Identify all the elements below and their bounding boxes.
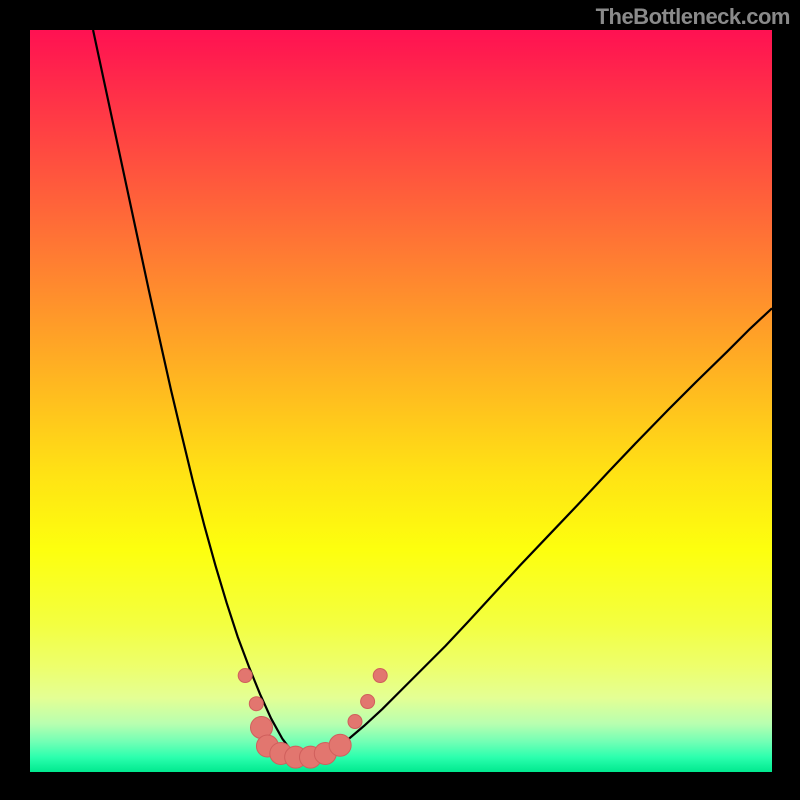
gradient-background <box>30 30 772 772</box>
watermark-text: TheBottleneck.com <box>596 4 790 30</box>
curve-marker <box>329 734 351 756</box>
curve-marker <box>361 695 375 709</box>
curve-marker <box>373 669 387 683</box>
plot-area <box>30 30 772 772</box>
curve-marker <box>249 697 263 711</box>
chart-svg <box>30 30 772 772</box>
curve-marker <box>348 715 362 729</box>
curve-marker <box>238 669 252 683</box>
